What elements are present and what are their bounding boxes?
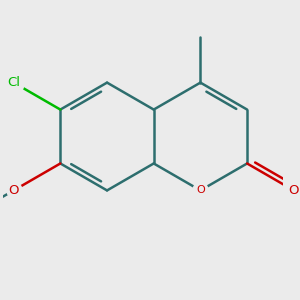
Text: Cl: Cl bbox=[7, 76, 20, 89]
Text: O: O bbox=[196, 185, 205, 195]
Text: O: O bbox=[8, 184, 19, 197]
Text: O: O bbox=[289, 184, 299, 197]
